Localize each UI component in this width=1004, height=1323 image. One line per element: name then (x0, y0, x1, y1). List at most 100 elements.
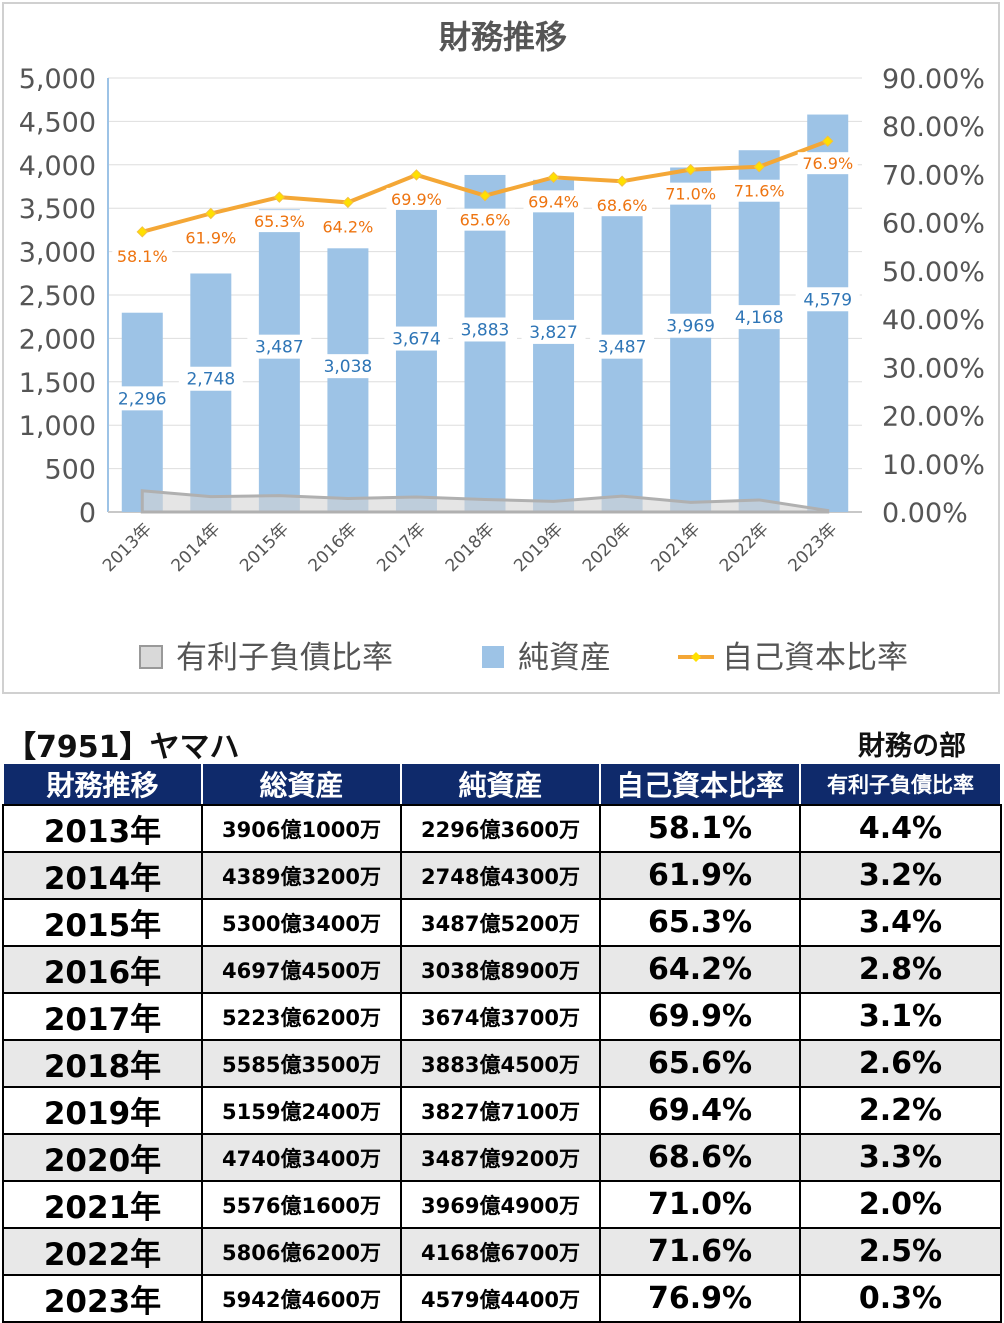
line-marker (616, 175, 628, 187)
line-data-label: 68.6% (597, 196, 648, 215)
line-data-label: 71.0% (665, 185, 716, 204)
line-marker (479, 189, 491, 202)
cell-debt-ratio: 3.3% (799, 1133, 1002, 1182)
cell-year: 2015年 (2, 898, 203, 947)
company-label: 【7951】ヤマハ (6, 730, 240, 765)
y-left-tick-label: 2,500 (19, 281, 96, 312)
cell-total-assets: 5806億6200万 (201, 1227, 402, 1276)
cell-equity-ratio: 68.6% (599, 1133, 801, 1182)
y-right-tick-label: 80.00% (882, 112, 985, 143)
bar-label-bg (521, 319, 586, 344)
cell-year: 2022年 (2, 1227, 203, 1276)
cell-equity-ratio: 58.1% (599, 804, 801, 853)
header-equity-ratio: 自己資本比率 (599, 762, 801, 806)
table-row: 2013年 3906億1000万 2296億3600万 58.1% 4.4% (2, 804, 1002, 853)
cell-total-assets: 5585億3500万 (201, 1039, 402, 1088)
cell-net-assets: 3674億3700万 (400, 992, 601, 1041)
line-marker (342, 196, 354, 209)
cell-equity-ratio: 76.9% (599, 1274, 801, 1323)
y-left-tick-label: 5,000 (19, 64, 96, 95)
cell-debt-ratio: 2.2% (799, 1086, 1002, 1135)
bar-net-assets (258, 209, 300, 512)
line-data-label: 69.4% (528, 192, 579, 211)
cell-total-assets: 4740億3400万 (201, 1133, 402, 1182)
bar-net-assets (533, 179, 575, 512)
line-marker (273, 191, 286, 203)
chart-panel: 財務推移 0 500 1,000 1,500 2,000 2,500 3,000 3,500 4,… (2, 2, 1000, 694)
y-left-tick-label: 4,000 (19, 151, 96, 182)
line-label-bg (797, 152, 858, 175)
x-tick-label: 2014年 (168, 519, 225, 576)
bar-net-assets (670, 167, 712, 513)
table-row: 2022年 5806億6200万 4168億6700万 71.6% 2.5% (2, 1227, 1002, 1276)
legend-marker-equity-ratio (691, 652, 701, 662)
table-row: 2014年 4389億3200万 2748億4300万 61.9% 3.2% (2, 851, 1002, 900)
line-marker (822, 135, 834, 147)
table-row: 2017年 5223億6200万 3674億3700万 69.9% 3.1% (2, 992, 1002, 1041)
cell-net-assets: 3487億5200万 (400, 898, 601, 947)
line-label-bg (317, 215, 378, 238)
cell-equity-ratio: 69.9% (599, 992, 801, 1041)
cell-debt-ratio: 4.4% (799, 804, 1002, 853)
bar-net-assets (738, 150, 780, 513)
cell-equity-ratio: 64.2% (599, 945, 801, 994)
legend-swatch-debt-ratio (139, 645, 163, 669)
bar-data-label: 3,883 (461, 320, 510, 340)
line-data-label: 65.3% (254, 212, 305, 231)
y-left-tick-label: 1,000 (19, 411, 96, 442)
cell-year: 2016年 (2, 945, 203, 994)
cell-total-assets: 3906億1000万 (201, 804, 402, 853)
x-tick-label: 2016年 (305, 519, 362, 576)
bar-data-label: 3,969 (666, 317, 715, 337)
line-data-label: 65.6% (460, 211, 511, 230)
bar-label-bg (795, 287, 860, 312)
chart-title: 財務推移 (439, 18, 567, 56)
y-right-tick-label: 50.00% (882, 257, 985, 288)
y-right-tick-label: 20.00% (882, 402, 985, 433)
y-right-tick-label: 70.00% (882, 160, 985, 191)
bar-net-assets (464, 174, 506, 512)
cell-total-assets: 5159億2400万 (201, 1086, 402, 1135)
cell-net-assets: 3487億9200万 (400, 1133, 601, 1182)
cell-debt-ratio: 3.2% (799, 851, 1002, 900)
y-left-tick-label: 0 (79, 498, 96, 529)
x-tick-label: 2017年 (373, 519, 430, 576)
bar-label-bg (384, 326, 449, 351)
finance-table: 財務推移 総資産 純資産 自己資本比率 有利子負債比率 2013年 3906億10… (2, 762, 1002, 1323)
x-tick-label: 2021年 (647, 519, 704, 576)
line-marker (410, 169, 423, 181)
cell-net-assets: 3038億8900万 (400, 945, 601, 994)
y-left-tick-label: 500 (44, 455, 96, 486)
cell-total-assets: 5300億3400万 (201, 898, 402, 947)
line-label-bg (729, 179, 790, 202)
cell-year: 2013年 (2, 804, 203, 853)
bar-net-assets (807, 114, 849, 513)
line-label-bg (386, 187, 447, 210)
header-debt-ratio: 有利子負債比率 (799, 762, 1002, 806)
cell-equity-ratio: 71.0% (599, 1180, 801, 1229)
y-left-tick-label: 3,000 (19, 238, 96, 269)
cell-equity-ratio: 71.6% (599, 1227, 801, 1276)
line-data-label: 64.2% (322, 217, 373, 236)
bar-net-assets (601, 209, 643, 512)
bar-label-bg (590, 334, 655, 359)
cell-debt-ratio: 2.8% (799, 945, 1002, 994)
bar-data-label: 3,487 (598, 338, 647, 358)
y-right-tick-label: 30.00% (882, 353, 985, 384)
table-row: 2020年 4740億3400万 3487億9200万 68.6% 3.3% (2, 1133, 1002, 1182)
cell-year: 2018年 (2, 1039, 203, 1088)
bar-label-bg (315, 354, 380, 379)
table-header-row: 財務推移 総資産 純資産 自己資本比率 有利子負債比率 (2, 762, 1002, 806)
cell-net-assets: 2296億3600万 (400, 804, 601, 853)
header-net-assets: 純資産 (400, 762, 601, 806)
legend-swatch-net-assets (482, 646, 504, 668)
bar-net-assets (395, 193, 437, 512)
bar-label-bg (453, 317, 517, 342)
cell-net-assets: 4168億6700万 (400, 1227, 601, 1276)
y-right-tick-label: 40.00% (882, 305, 985, 336)
cell-debt-ratio: 2.5% (799, 1227, 1002, 1276)
cell-year: 2019年 (2, 1086, 203, 1135)
y-left-tick-label: 3,500 (19, 194, 96, 225)
x-tick-label: 2018年 (442, 519, 499, 576)
line-data-label: 69.9% (391, 190, 442, 209)
